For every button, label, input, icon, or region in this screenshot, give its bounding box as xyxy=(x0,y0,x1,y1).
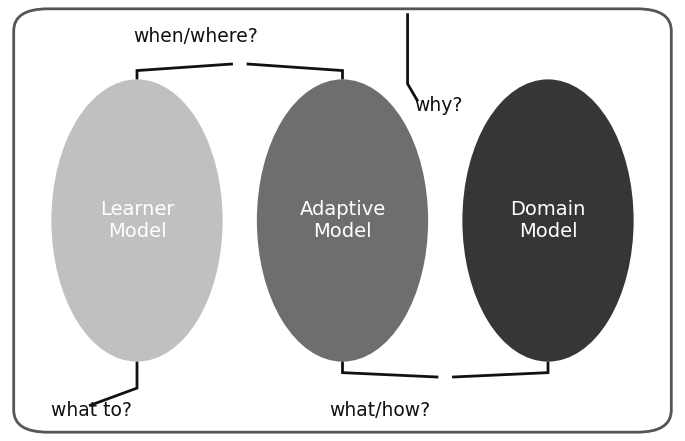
Text: Domain
Model: Domain Model xyxy=(510,200,586,241)
Text: Adaptive
Model: Adaptive Model xyxy=(299,200,386,241)
Text: what to?: what to? xyxy=(51,401,132,420)
Text: Learner
Model: Learner Model xyxy=(100,200,174,241)
FancyBboxPatch shape xyxy=(14,9,671,432)
Text: when/where?: when/where? xyxy=(133,27,258,46)
Text: what/how?: what/how? xyxy=(329,401,431,420)
Ellipse shape xyxy=(257,79,428,362)
Ellipse shape xyxy=(51,79,223,362)
Ellipse shape xyxy=(462,79,634,362)
Text: why?: why? xyxy=(414,96,463,116)
